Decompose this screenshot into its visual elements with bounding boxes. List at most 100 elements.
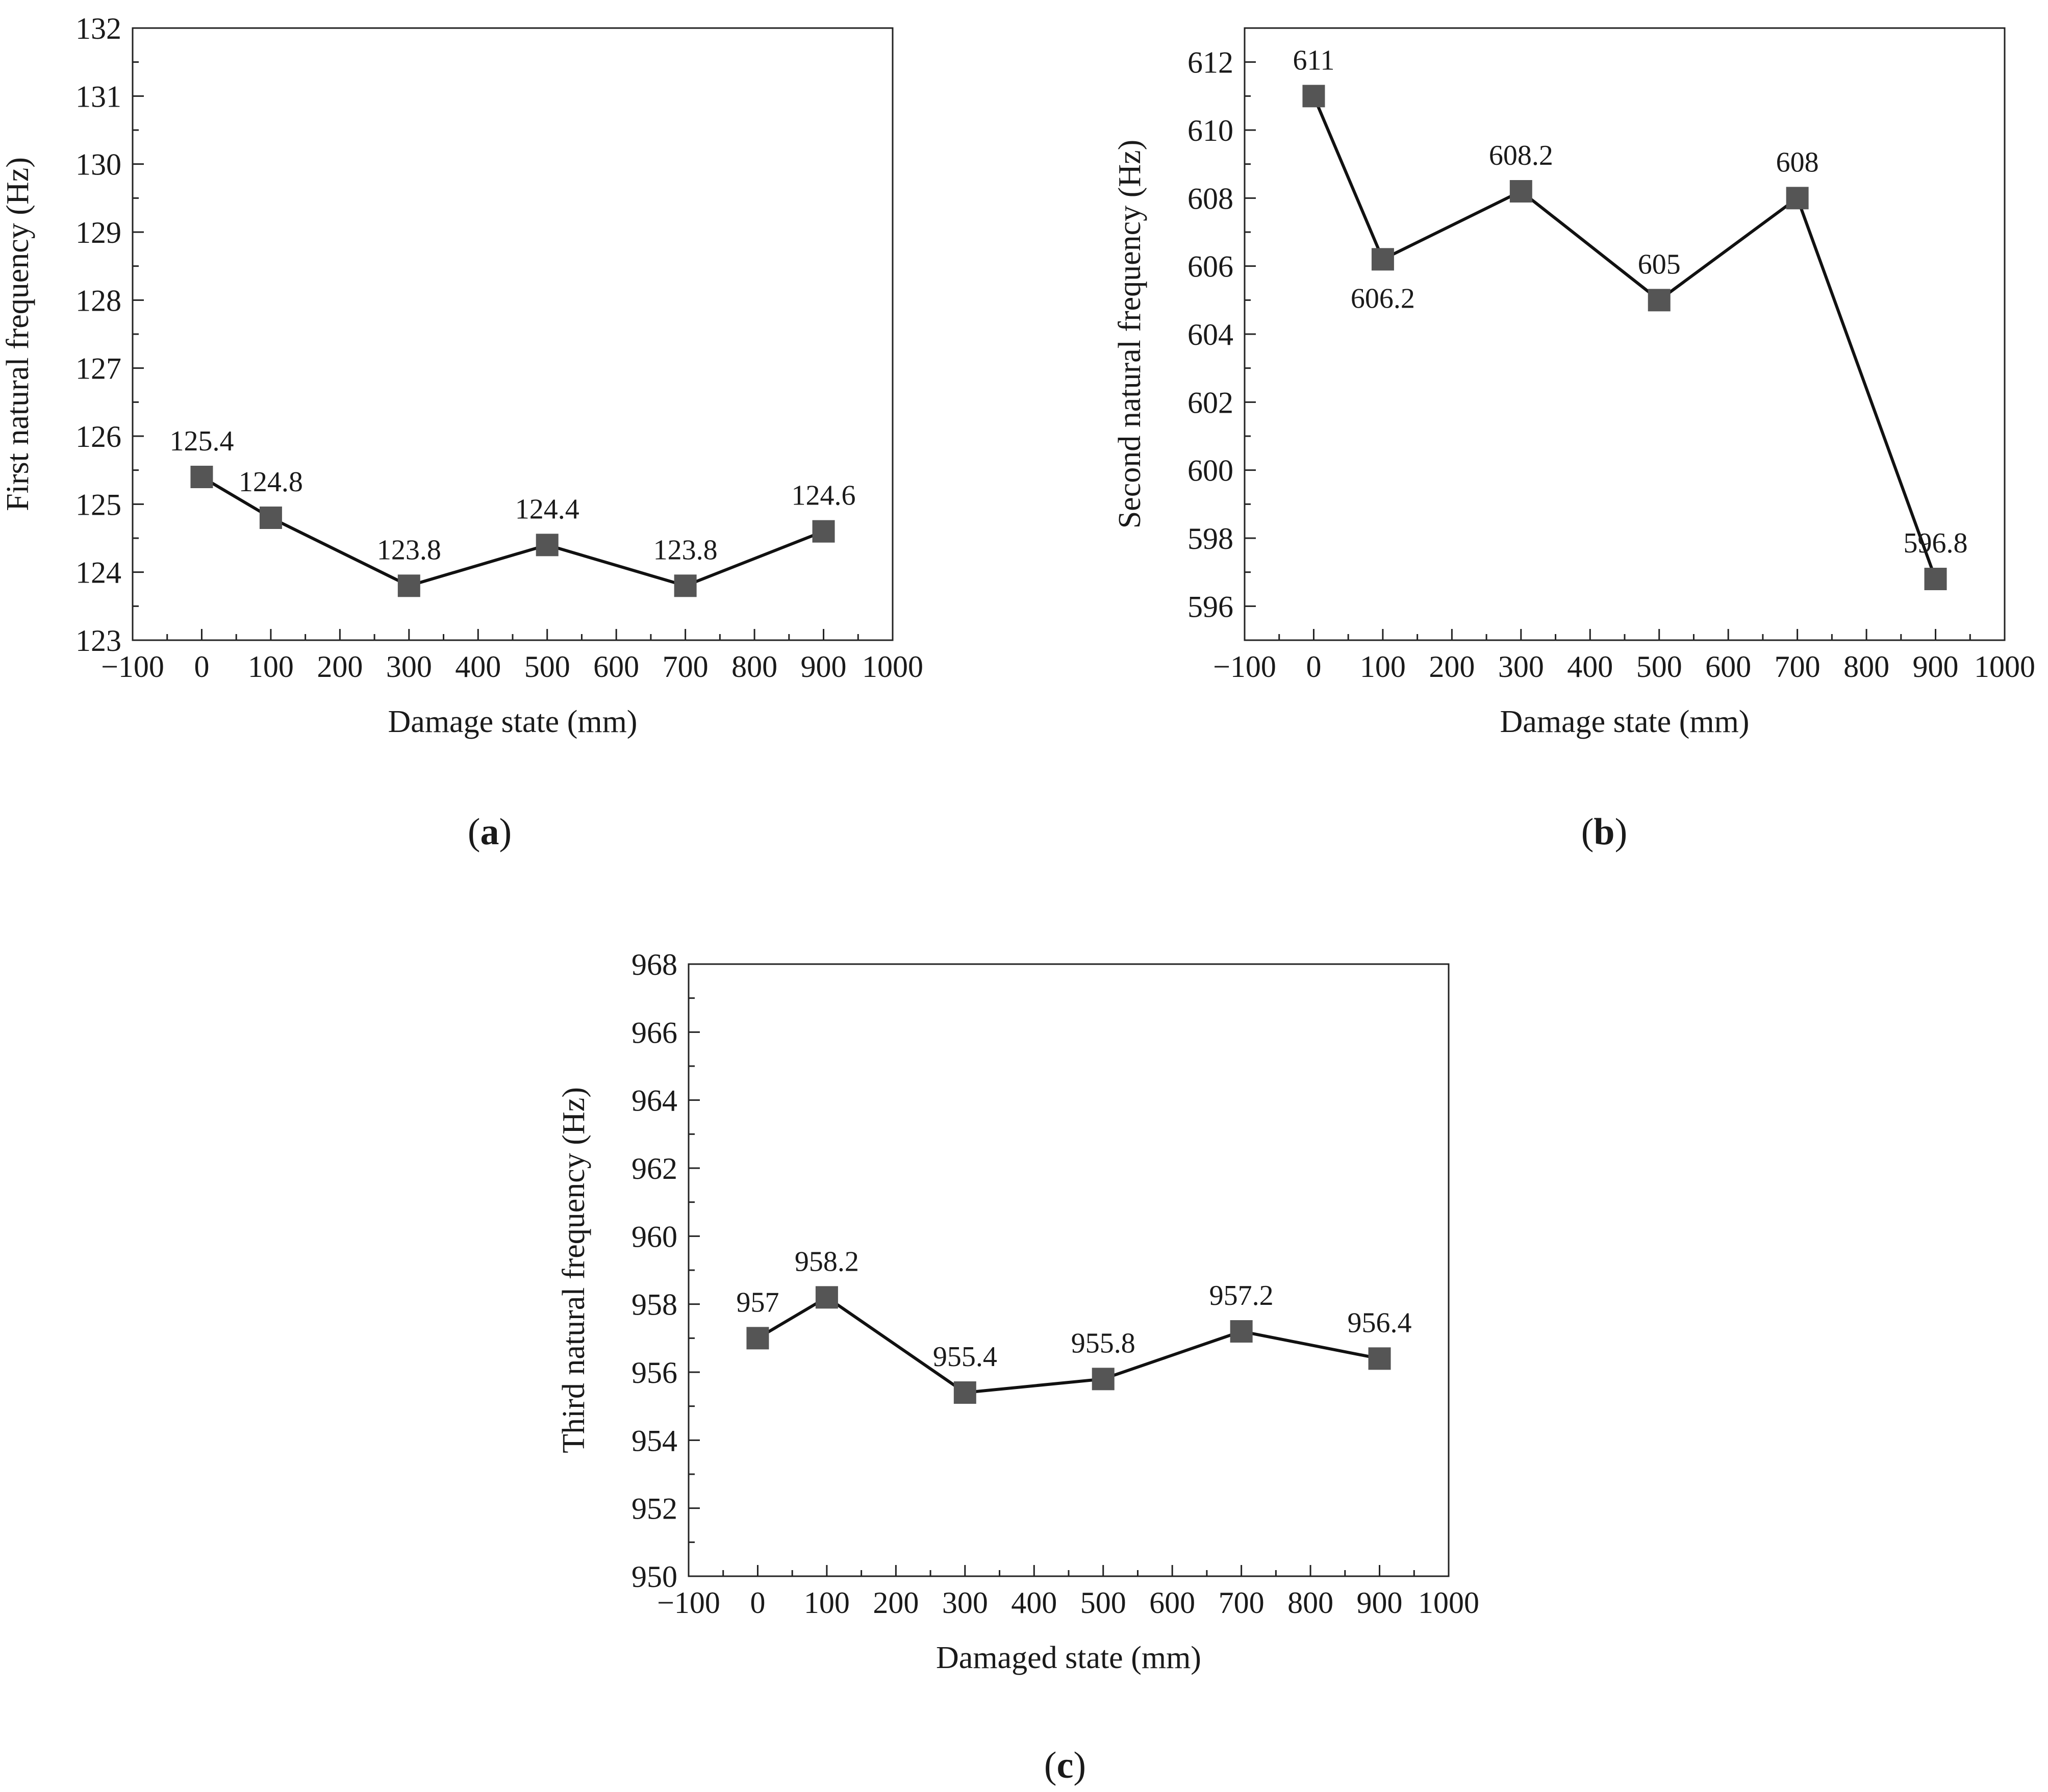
x-tick-label: 300 <box>942 1586 988 1620</box>
data-label: 124.6 <box>792 480 856 512</box>
data-label: 596.8 <box>1904 527 1968 559</box>
data-point-marker <box>536 534 559 557</box>
y-tick-label: 128 <box>75 284 121 317</box>
x-tick-label: 900 <box>1913 650 1959 684</box>
data-point-marker <box>674 574 697 597</box>
y-tick-label: 127 <box>75 352 121 386</box>
data-label: 606.2 <box>1351 283 1415 314</box>
x-tick-label: 900 <box>801 650 847 684</box>
y-tick-label: 123 <box>75 624 121 658</box>
plot-frame <box>1244 27 2006 641</box>
x-tick-label: 300 <box>386 650 432 684</box>
data-point-marker <box>1368 1347 1391 1370</box>
x-tick-label: 500 <box>524 650 570 684</box>
x-tick-label: 100 <box>804 1586 850 1620</box>
x-tick-label: 0 <box>1306 650 1321 684</box>
y-tick-label: 602 <box>1187 386 1233 419</box>
data-point-marker <box>1230 1320 1253 1343</box>
data-point-marker <box>815 1286 838 1309</box>
x-axis-title: Damage state (mm) <box>388 704 638 739</box>
x-tick-label: 400 <box>1567 650 1613 684</box>
data-point-marker <box>1302 85 1325 108</box>
data-label: 605 <box>1638 248 1681 280</box>
y-tick-label: 124 <box>75 556 121 590</box>
x-tick-label: 1000 <box>1974 650 2035 684</box>
data-point-marker <box>1509 180 1532 203</box>
y-tick-label: 966 <box>631 1016 677 1049</box>
y-tick-label: 962 <box>631 1152 677 1185</box>
x-tick-label: 300 <box>1498 650 1544 684</box>
y-tick-label: 952 <box>631 1492 677 1526</box>
data-label: 611 <box>1293 44 1334 76</box>
y-tick-label: 608 <box>1187 182 1233 215</box>
y-tick-label: 126 <box>75 420 121 453</box>
y-tick-label: 600 <box>1187 454 1233 488</box>
y-tick-label: 132 <box>75 12 121 45</box>
data-label: 123.8 <box>377 534 441 566</box>
y-tick-label: 598 <box>1187 522 1233 556</box>
y-tick-label: 606 <box>1187 250 1233 284</box>
x-tick-label: −100 <box>657 1586 720 1620</box>
data-point-marker <box>1648 289 1671 312</box>
data-label: 958.2 <box>795 1246 859 1277</box>
x-tick-label: 100 <box>248 650 294 684</box>
x-tick-label: 800 <box>731 650 777 684</box>
x-tick-label: 800 <box>1843 650 1889 684</box>
x-tick-label: 500 <box>1080 1586 1126 1620</box>
panel-label: (b) <box>1581 811 1627 853</box>
series-line <box>200 475 824 588</box>
y-tick-label: 131 <box>75 80 121 113</box>
y-axis-title: First natural frequency (Hz) <box>1 157 35 511</box>
x-tick-label: 200 <box>317 650 363 684</box>
chart-panel-b: −100 0 100 200 300 400 500 600 700 800 900 1000 596 5… <box>1113 27 2035 853</box>
data-label: 123.8 <box>653 534 718 566</box>
data-point-marker <box>1371 248 1394 271</box>
y-tick-label: 968 <box>631 948 677 981</box>
y-tick-label: 129 <box>75 216 121 249</box>
chart-panel-a: −100 0 100 200 300 400 500 600 700 800 900 1000 123 1… <box>1 12 923 853</box>
x-tick-label: 600 <box>593 650 639 684</box>
x-tick-label: 200 <box>873 1586 919 1620</box>
x-tick-label: 400 <box>455 650 501 684</box>
data-label: 608 <box>1776 146 1819 178</box>
data-point-marker <box>953 1381 976 1404</box>
y-tick-label: 960 <box>631 1220 677 1253</box>
y-tick-label: 958 <box>631 1288 677 1322</box>
x-tick-label: 500 <box>1636 650 1682 684</box>
data-label: 124.4 <box>515 493 579 525</box>
x-tick-label: 900 <box>1357 1586 1403 1620</box>
y-tick-label: 596 <box>1187 590 1233 623</box>
data-label: 957.2 <box>1209 1280 1274 1311</box>
y-tick-label: 954 <box>631 1424 677 1457</box>
y-axis-title: Second natural frequency (Hz) <box>1113 140 1147 529</box>
panel-label: (a) <box>468 811 512 853</box>
x-tick-label: 700 <box>663 650 709 684</box>
y-tick-label: 956 <box>631 1356 677 1390</box>
data-point-marker <box>1092 1368 1115 1391</box>
series-line <box>756 1295 1380 1395</box>
data-label: 955.4 <box>933 1341 997 1373</box>
data-point-marker <box>812 520 835 543</box>
data-label: 957 <box>736 1286 779 1318</box>
x-tick-label: 100 <box>1360 650 1406 684</box>
x-tick-label: 1000 <box>862 650 923 684</box>
x-tick-label: 1000 <box>1418 1586 1479 1620</box>
data-point-marker <box>746 1327 769 1350</box>
y-tick-label: 130 <box>75 148 121 182</box>
y-tick-label: 610 <box>1187 114 1233 147</box>
x-tick-label: −100 <box>1213 650 1276 684</box>
y-axis-title: Third natural frequency (Hz) <box>557 1087 591 1453</box>
series-line <box>1312 95 1937 580</box>
data-label: 955.8 <box>1071 1327 1135 1359</box>
y-tick-label: 125 <box>75 488 121 521</box>
y-tick-label: 604 <box>1187 318 1233 351</box>
x-tick-label: −100 <box>101 650 164 684</box>
panel-label: (c) <box>1044 1745 1086 1786</box>
x-tick-label: 700 <box>1775 650 1821 684</box>
x-tick-label: 0 <box>194 650 209 684</box>
data-point-marker <box>190 466 213 488</box>
y-tick-label: 612 <box>1187 46 1233 80</box>
data-point-marker <box>259 507 282 529</box>
x-tick-label: 600 <box>1149 1586 1195 1620</box>
